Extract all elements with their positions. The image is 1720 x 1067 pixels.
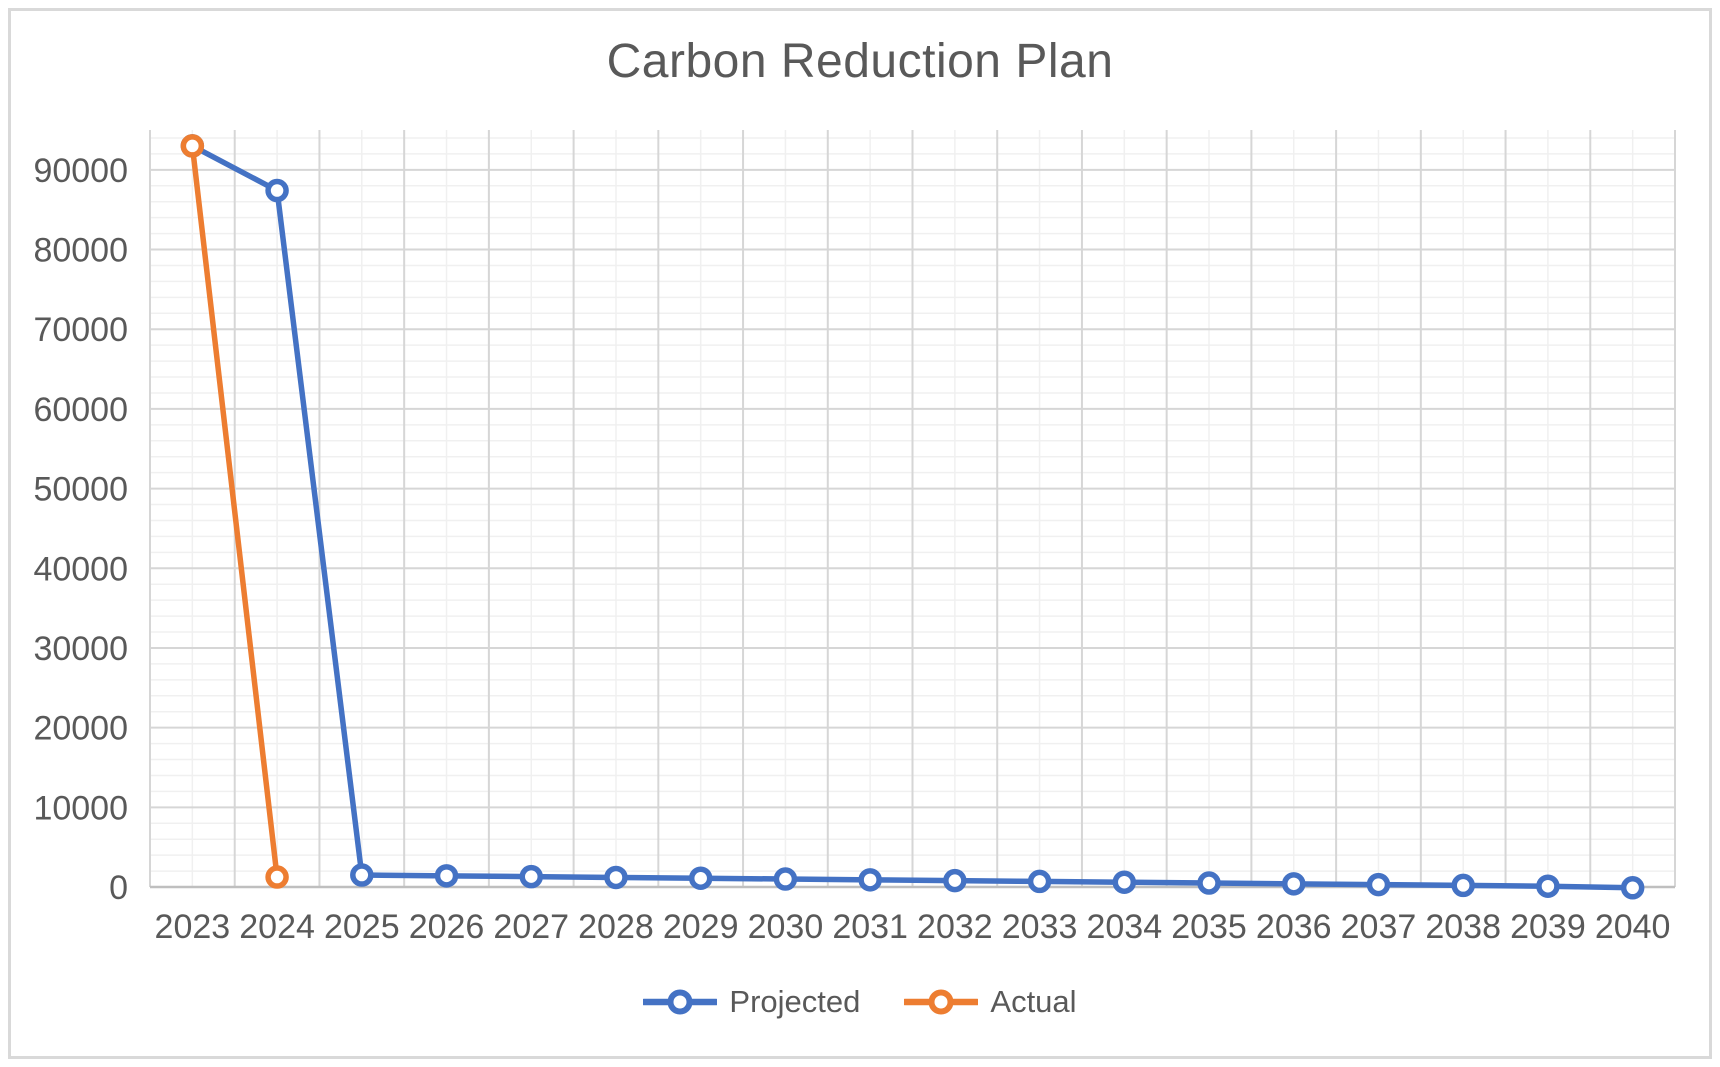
x-axis-tick-label: 2036: [1256, 908, 1332, 946]
x-axis-tick-label: 2024: [239, 908, 315, 946]
legend-label: Actual: [990, 984, 1077, 1019]
data-point-projected-2034: [1112, 870, 1137, 894]
data-point-projected-2026: [434, 864, 459, 888]
x-axis-tick-label: 2037: [1341, 908, 1417, 946]
x-axis-tick-label: 2031: [832, 908, 908, 946]
data-point-projected-2037: [1366, 872, 1391, 897]
series-line-projected: [189, 143, 1636, 891]
y-axis-tick-label: 50000: [33, 471, 128, 509]
y-axis-tick-label: 60000: [33, 391, 128, 429]
data-point-projected-2027: [519, 864, 543, 889]
x-axis-tick-label: 2040: [1595, 908, 1671, 946]
x-axis-tick-label: 2025: [324, 908, 400, 946]
line-marker-icon: [904, 989, 979, 1015]
x-axis-tick-label: 2033: [1002, 908, 1078, 946]
y-axis-tick-label: 20000: [33, 710, 128, 748]
y-axis-tick-label: 90000: [33, 152, 128, 190]
line-marker-icon: [643, 989, 718, 1015]
legend-label: Projected: [729, 984, 861, 1019]
x-axis-tick-label: 2023: [155, 908, 231, 946]
y-axis-tick-label: 70000: [33, 311, 128, 349]
legend-item-projected: Projected: [643, 984, 860, 1020]
x-axis-tick-label: 2038: [1425, 908, 1501, 946]
x-axis-tick-label: 2027: [493, 908, 569, 946]
data-point-projected-2030: [773, 867, 798, 891]
data-point-projected-2039: [1536, 874, 1560, 898]
x-axis-tick-label: 2035: [1171, 908, 1247, 946]
series-line-actual: [189, 143, 280, 880]
y-axis-tick-label: 40000: [33, 550, 128, 588]
legend-item-actual: Actual: [904, 984, 1077, 1020]
data-point-projected-2035: [1197, 871, 1221, 895]
x-axis-tick-label: 2030: [748, 908, 824, 946]
y-axis-tick-label: 10000: [33, 789, 128, 827]
data-point-projected-2024: [265, 178, 289, 203]
chart-title: Carbon Reduction Plan: [606, 35, 1114, 88]
x-axis-tick-label: 2026: [409, 908, 485, 946]
y-axis-tick-label: 0: [109, 869, 128, 907]
data-point-projected-2040: [1620, 876, 1645, 900]
data-point-projected-2038: [1451, 873, 1475, 898]
data-point-actual-2023: [180, 134, 205, 158]
x-axis-tick-label: 2029: [663, 908, 739, 946]
data-point-actual-2024: [265, 865, 289, 889]
data-point-projected-2029: [688, 866, 713, 890]
data-point-projected-2032: [943, 868, 967, 893]
x-axis-tick-label: 2028: [578, 908, 654, 946]
y-axis-tick-label: 30000: [33, 630, 128, 668]
chart-legend: Projected Actual: [0, 984, 1720, 1020]
x-axis-tick-label: 2039: [1510, 908, 1586, 946]
data-point-projected-2033: [1027, 869, 1052, 894]
data-point-projected-2025: [350, 863, 374, 887]
data-point-projected-2031: [858, 868, 882, 892]
y-axis-tick-label: 80000: [33, 232, 128, 270]
data-point-projected-2028: [604, 865, 628, 890]
x-axis-tick-label: 2032: [917, 908, 993, 946]
data-point-projected-2036: [1282, 872, 1306, 896]
x-axis-tick-label: 2034: [1086, 908, 1162, 946]
